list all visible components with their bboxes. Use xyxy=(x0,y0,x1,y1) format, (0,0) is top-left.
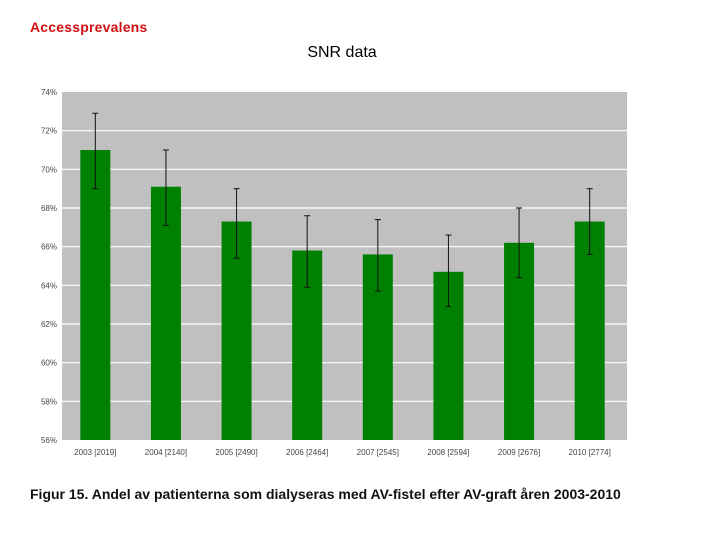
y-tick-label: 70% xyxy=(41,165,57,174)
x-tick-label: 2007 [2545] xyxy=(357,448,399,457)
x-tick-label: 2009 [2676] xyxy=(498,448,540,457)
error-bar-7 xyxy=(586,188,593,255)
error-bar-4 xyxy=(374,219,381,292)
x-tick-label: 2010 [2774] xyxy=(569,448,611,457)
y-tick-label: 72% xyxy=(41,127,57,136)
plot-area xyxy=(62,92,627,440)
slide-title: SNR data xyxy=(307,44,377,61)
x-tick-label: 2004 [2140] xyxy=(145,448,187,457)
error-bar-1 xyxy=(162,149,169,226)
y-tick-label: 56% xyxy=(41,436,57,445)
y-tick-label: 68% xyxy=(41,204,57,213)
error-bar-2 xyxy=(233,188,240,259)
header-title: Accessprevalens xyxy=(30,19,148,35)
error-bar-3 xyxy=(304,215,311,288)
bar-1 xyxy=(150,186,181,440)
y-tick-label: 58% xyxy=(41,397,57,406)
x-tick-label: 2006 [2464] xyxy=(286,448,328,457)
error-bar-6 xyxy=(516,207,523,279)
bar-7 xyxy=(574,221,605,440)
y-tick-label: 74% xyxy=(41,88,57,97)
y-tick-label: 66% xyxy=(41,243,57,252)
bar-0 xyxy=(80,150,111,440)
figure-caption: Figur 15. Andel av patienterna som dialy… xyxy=(30,486,621,502)
y-tick-label: 64% xyxy=(41,281,57,290)
y-tick-label: 62% xyxy=(41,320,57,329)
error-bar-5 xyxy=(445,234,452,308)
x-tick-label: 2008 [2594] xyxy=(427,448,469,457)
y-tick-label: 60% xyxy=(41,359,57,368)
x-tick-label: 2003 [2019] xyxy=(74,448,116,457)
error-bar-0 xyxy=(92,112,99,190)
x-tick-label: 2005 [2490] xyxy=(215,448,257,457)
